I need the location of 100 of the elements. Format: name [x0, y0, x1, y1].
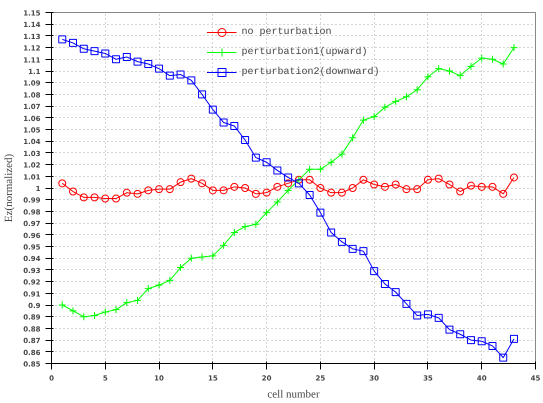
point: [424, 310, 432, 318]
point: [380, 280, 389, 288]
point: [144, 186, 152, 194]
point: [101, 308, 110, 316]
point: [284, 179, 292, 188]
point: [101, 49, 110, 58]
point: [273, 182, 282, 191]
point: [402, 92, 410, 101]
point: [134, 296, 142, 304]
x-axis-title: cell number: [267, 388, 320, 400]
point: [144, 60, 152, 68]
point: [359, 247, 368, 256]
point: [187, 174, 196, 183]
point: [488, 55, 496, 64]
point: [510, 44, 518, 52]
point: [456, 72, 464, 80]
point: [316, 208, 324, 217]
point: [90, 47, 99, 56]
point: [327, 158, 336, 166]
point: [392, 97, 400, 106]
point: [80, 44, 88, 53]
point: [90, 193, 99, 202]
point: [220, 118, 228, 126]
point: [198, 90, 206, 98]
point: [499, 60, 508, 68]
point: [208, 186, 217, 194]
point: [273, 198, 282, 206]
point: [488, 342, 496, 350]
point: [478, 54, 486, 62]
point: [58, 301, 66, 309]
point: [252, 190, 260, 198]
point: [252, 154, 260, 162]
point: [166, 276, 174, 284]
point: [316, 165, 324, 174]
point: [370, 112, 378, 121]
point: [122, 298, 131, 307]
point: [144, 284, 152, 293]
point: [230, 122, 238, 130]
point: [445, 180, 454, 188]
point: [359, 176, 368, 184]
point: [380, 182, 389, 191]
point: [241, 222, 250, 231]
point: [112, 306, 120, 314]
point: [327, 228, 336, 236]
point: [424, 176, 432, 184]
point: [166, 185, 174, 194]
y-axis-title: Ez(normalized): [3, 153, 16, 222]
point: [316, 184, 324, 192]
point: [262, 208, 271, 217]
point: [445, 67, 454, 75]
point: [434, 174, 443, 183]
point: [198, 253, 206, 262]
point: [176, 70, 185, 79]
point: [262, 158, 271, 166]
point: [241, 184, 250, 192]
point: [80, 193, 88, 202]
point: [348, 184, 357, 192]
legend-label: perturbation1(upward): [241, 46, 368, 58]
point: [273, 166, 282, 174]
point: [456, 188, 464, 196]
point: [230, 228, 238, 236]
point: [478, 337, 486, 346]
point: [338, 150, 346, 158]
point: [220, 241, 228, 250]
point: [434, 314, 443, 322]
point: [176, 264, 185, 272]
point: [413, 312, 422, 320]
point: [327, 188, 336, 197]
point: [456, 330, 464, 338]
point: [166, 72, 174, 80]
point: [122, 52, 131, 61]
point: [187, 254, 196, 262]
point: [380, 103, 389, 112]
point: [208, 106, 217, 114]
point: [392, 288, 400, 296]
point: [306, 165, 314, 174]
point: [220, 186, 228, 194]
point: [466, 336, 475, 344]
point: [434, 64, 443, 73]
point: [134, 58, 142, 66]
point: [445, 326, 454, 334]
point: [134, 190, 142, 198]
point: [306, 176, 314, 184]
point: [359, 116, 368, 124]
point: [392, 180, 400, 188]
point: [284, 186, 292, 194]
point: [241, 136, 250, 144]
point: [424, 72, 432, 81]
point: [69, 188, 78, 196]
point: [122, 188, 131, 197]
point: [252, 220, 260, 228]
point: [488, 182, 496, 191]
point: [306, 191, 314, 200]
point: [284, 173, 292, 182]
point: [370, 267, 378, 276]
point: [466, 62, 475, 70]
point: [112, 194, 120, 203]
point: [155, 281, 164, 290]
point: [80, 312, 88, 321]
point: [187, 76, 196, 84]
